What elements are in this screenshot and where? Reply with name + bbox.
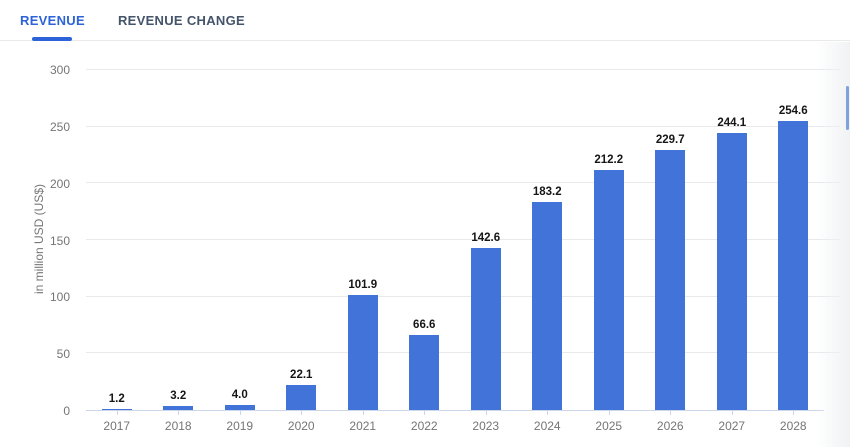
plot-area: 1.2 2017 3.2 2018 4.0 2019 22.1 2020 101.9 2021 66… — [86, 69, 841, 433]
bar-2022[interactable] — [409, 334, 440, 410]
bar-column-2023: 142.6 2023 — [455, 70, 517, 433]
scrollbar-thumb[interactable] — [846, 86, 849, 130]
value-label-2019: 4.0 — [231, 389, 248, 402]
bar-2026[interactable] — [655, 149, 686, 410]
x-tick-label-2018: 2018 — [164, 419, 192, 433]
tab-revenue-change-label: REVENUE CHANGE — [117, 12, 245, 28]
bar-column-2025: 212.2 2025 — [578, 70, 640, 433]
bar-2018[interactable] — [163, 406, 194, 410]
bar-2021[interactable] — [347, 294, 378, 410]
x-tick-label-2025: 2025 — [595, 419, 623, 433]
value-label-2027: 244.1 — [717, 117, 747, 130]
tab-revenue-label: REVENUE — [20, 12, 85, 28]
bar-column-2020: 22.1 2020 — [271, 70, 333, 433]
x-axis-tick-2028 — [793, 410, 795, 415]
x-tick-label-2027: 2027 — [718, 419, 746, 433]
bar-column-2022: 66.6 2022 — [394, 70, 456, 433]
x-axis-tick-2022 — [424, 410, 426, 415]
tab-revenue[interactable]: REVENUE — [20, 0, 85, 41]
x-tick-label-2023: 2023 — [472, 419, 500, 433]
value-label-2028: 254.6 — [778, 105, 808, 118]
x-axis-tick-2020 — [301, 410, 303, 415]
bar-2027[interactable] — [716, 133, 747, 410]
y-axis-labels: 0 50 100 150 200 250 300 — [0, 63, 78, 418]
value-label-2022: 66.6 — [413, 318, 436, 331]
bar-column-2024: 183.2 2024 — [517, 70, 579, 433]
value-label-2021: 101.9 — [348, 278, 378, 291]
chart-tabbar: REVENUE REVENUE CHANGE — [0, 0, 850, 41]
x-tick-label-2019: 2019 — [226, 419, 254, 433]
x-axis-tick-2026 — [670, 410, 672, 415]
revenue-bar-chart: in million USD (US$) 0 50 100 150 200 250 300 … — [0, 41, 850, 447]
value-label-2023: 142.6 — [471, 232, 501, 245]
bar-2019[interactable] — [224, 405, 255, 410]
value-label-2017: 1.2 — [108, 392, 125, 405]
value-label-2025: 212.2 — [594, 153, 624, 166]
y-tick-label-150: 150 — [49, 233, 70, 248]
bar-column-2027: 244.1 2027 — [701, 70, 763, 433]
bar-2023[interactable] — [470, 248, 501, 410]
x-tick-label-2017: 2017 — [103, 419, 131, 433]
bar-column-2018: 3.2 2018 — [148, 70, 210, 433]
bar-2025[interactable] — [593, 169, 624, 410]
y-tick-label-100: 100 — [49, 290, 70, 305]
y-tick-label-300: 300 — [49, 63, 70, 77]
active-tab-underline — [32, 37, 73, 41]
x-axis-tick-2024 — [547, 410, 549, 415]
value-label-2018: 3.2 — [170, 390, 187, 403]
x-tick-label-2026: 2026 — [656, 419, 684, 433]
tab-revenue-change[interactable]: REVENUE CHANGE — [118, 0, 245, 40]
bar-2017[interactable] — [101, 408, 132, 410]
bar-column-2021: 101.9 2021 — [332, 70, 394, 433]
bar-column-2019: 4.0 2019 — [209, 70, 271, 433]
x-axis-tick-2023 — [485, 410, 487, 415]
x-tick-label-2028: 2028 — [779, 419, 807, 433]
x-tick-label-2024: 2024 — [533, 419, 561, 433]
bar-2020[interactable] — [286, 384, 317, 410]
value-label-2024: 183.2 — [532, 186, 562, 199]
x-axis-tick-2017 — [116, 410, 118, 415]
x-axis-tick-2018 — [178, 410, 180, 415]
x-axis-tick-2019 — [239, 410, 241, 415]
y-tick-label-50: 50 — [56, 347, 70, 362]
bar-columns: 1.2 2017 3.2 2018 4.0 2019 22.1 2020 101.9 2021 66… — [86, 70, 825, 433]
x-tick-label-2021: 2021 — [349, 419, 377, 433]
y-tick-label-250: 250 — [49, 119, 70, 134]
bar-column-2017: 1.2 2017 — [86, 70, 148, 433]
bar-2028[interactable] — [778, 121, 809, 410]
value-label-2026: 229.7 — [655, 133, 685, 146]
x-axis-tick-2021 — [362, 410, 364, 415]
bar-column-2026: 229.7 2026 — [640, 70, 702, 433]
bar-2024[interactable] — [532, 202, 563, 410]
x-axis-tick-2027 — [731, 410, 733, 415]
x-tick-label-2022: 2022 — [410, 419, 438, 433]
bar-column-2028: 254.6 2028 — [763, 70, 825, 433]
x-axis-tick-2025 — [608, 410, 610, 415]
y-tick-label-0: 0 — [63, 404, 70, 418]
value-label-2020: 22.1 — [290, 368, 313, 381]
x-tick-label-2020: 2020 — [287, 419, 315, 433]
y-tick-label-200: 200 — [49, 176, 70, 191]
